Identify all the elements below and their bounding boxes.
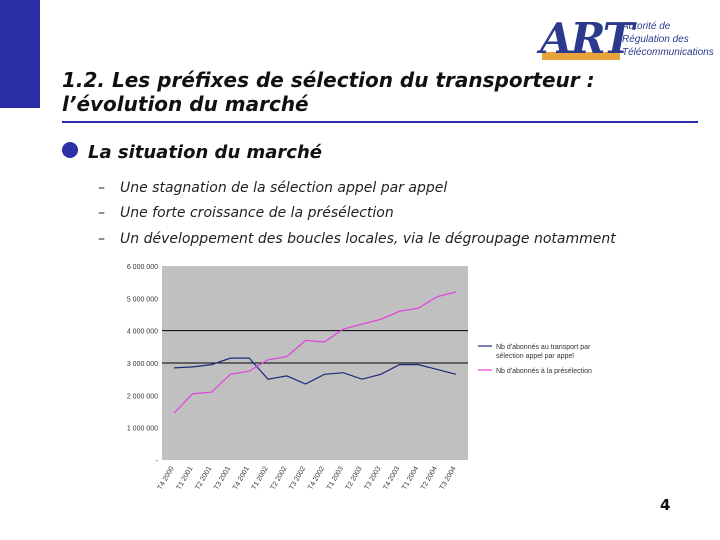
subpoint-2: – Une forte croissance de la présélection	[98, 205, 394, 221]
y-tick-label: 5 000 000	[127, 296, 158, 303]
x-tick-label: T2 2001	[194, 465, 213, 491]
logo-band	[542, 52, 620, 60]
x-tick-label: T4 2001	[232, 465, 251, 491]
subpoint-text: Un développement des boucles locales, vi…	[120, 231, 616, 247]
art-logo: ART Autorité de Régulation des Télécommu…	[540, 14, 714, 66]
subpoint-1: – Une stagnation de la sélection appel pa…	[98, 180, 447, 196]
x-tick-label: T4 2003	[382, 465, 401, 491]
series-line-2	[173, 291, 457, 414]
subpoint-text: Une stagnation de la sélection appel par…	[120, 180, 448, 196]
x-tick-label: T3 2001	[213, 465, 232, 491]
subpoint-3: – Un développement des boucles locales, v…	[98, 231, 616, 247]
x-tick-label: T3 2002	[288, 465, 307, 491]
x-tick-label: T3 2004	[439, 465, 458, 491]
slide-title: 1.2. Les préfixes de sélection du transp…	[62, 68, 595, 116]
legend-label-2: Nb d'abonnés à la présélection	[496, 368, 592, 375]
side-accent-bar	[0, 0, 40, 108]
title-rule	[62, 121, 698, 123]
y-tick-label: 3 000 000	[127, 361, 158, 368]
logo-mark: ART	[540, 14, 634, 63]
x-tick-label: T2 2004	[420, 465, 439, 491]
logo-text: Autorité de Régulation des Télécommunica…	[622, 20, 714, 59]
subscribers-chart: 6 000 000 5 000 000 4 000 000 3 000 000 2 00…	[127, 264, 592, 491]
y-tick-label: 6 000 000	[127, 264, 158, 271]
bullet-heading: La situation du marché	[88, 142, 322, 163]
y-tick-label: 4 000 000	[127, 329, 158, 336]
dash-icon: –	[98, 205, 105, 221]
y-tick-label: 1 000 000	[127, 426, 158, 433]
x-tick-label: T4 2000	[157, 465, 176, 491]
x-tick-label: T4 2002	[307, 465, 326, 491]
x-tick-label: T2 2002	[270, 465, 289, 491]
logo-line-3: Télécommunications	[622, 47, 714, 58]
subpoint-text: Une forte croissance de la présélection	[120, 205, 394, 221]
bullet-icon	[62, 142, 78, 158]
x-tick-label: T2 2003	[345, 465, 364, 491]
x-tick-label: T1 2004	[401, 465, 420, 491]
x-tick-label: T1 2003	[326, 465, 345, 491]
dash-icon: –	[98, 231, 105, 247]
x-tick-label: T3 2003	[364, 465, 383, 491]
x-tick-label: T1 2002	[251, 465, 270, 491]
logo-line-1: Autorité de	[622, 21, 671, 32]
legend-label-1: Nb d'abonnés au transport par sélection a…	[496, 344, 591, 360]
dash-icon: –	[98, 180, 105, 196]
y-tick-label: -	[156, 458, 159, 465]
y-tick-label: 2 000 000	[127, 393, 158, 400]
x-tick-label: T1 2001	[176, 465, 195, 491]
logo-line-2: Régulation des	[622, 34, 689, 45]
page-number: 4	[660, 496, 671, 514]
series-line-1	[173, 357, 457, 385]
